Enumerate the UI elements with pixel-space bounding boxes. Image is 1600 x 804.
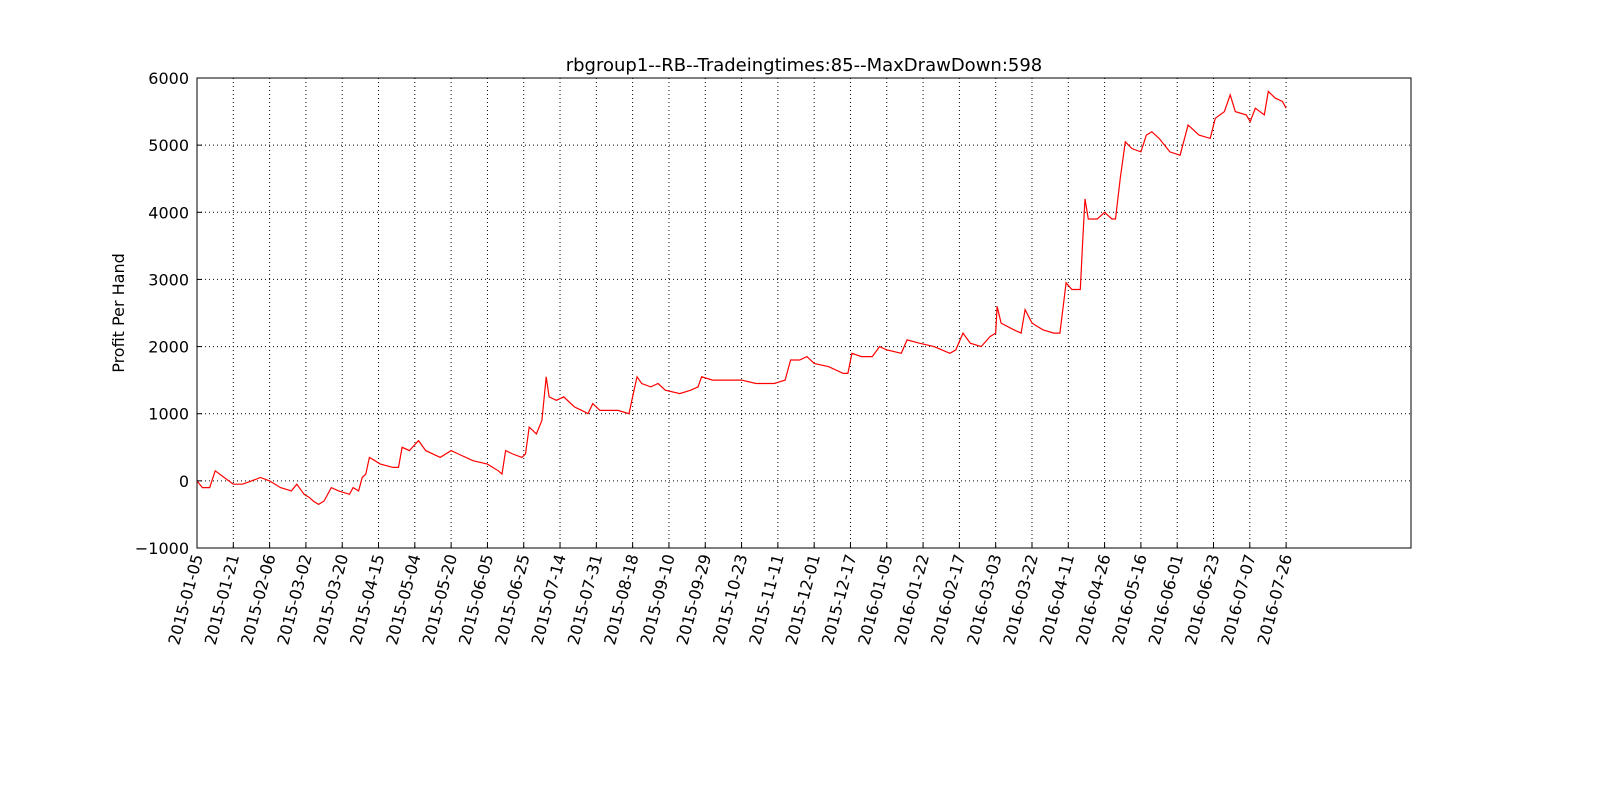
data-line bbox=[196, 90, 1287, 506]
y-tick-label: 0 bbox=[179, 472, 189, 491]
y-tick-label: 6000 bbox=[148, 69, 189, 88]
y-tick-label: 3000 bbox=[148, 270, 189, 289]
y-tick-label: 4000 bbox=[148, 203, 189, 222]
y-tick-label: 5000 bbox=[148, 136, 189, 155]
y-tick-label: −1000 bbox=[135, 539, 189, 558]
y-axis-label: Profit Per Hand bbox=[109, 253, 128, 373]
plot-frame bbox=[196, 77, 1412, 549]
y-tick-label: 1000 bbox=[148, 405, 189, 424]
y-tick-label: 2000 bbox=[148, 338, 189, 357]
chart-title: rbgroup1--RB--Tradeingtimes:85--MaxDrawD… bbox=[566, 55, 1043, 76]
